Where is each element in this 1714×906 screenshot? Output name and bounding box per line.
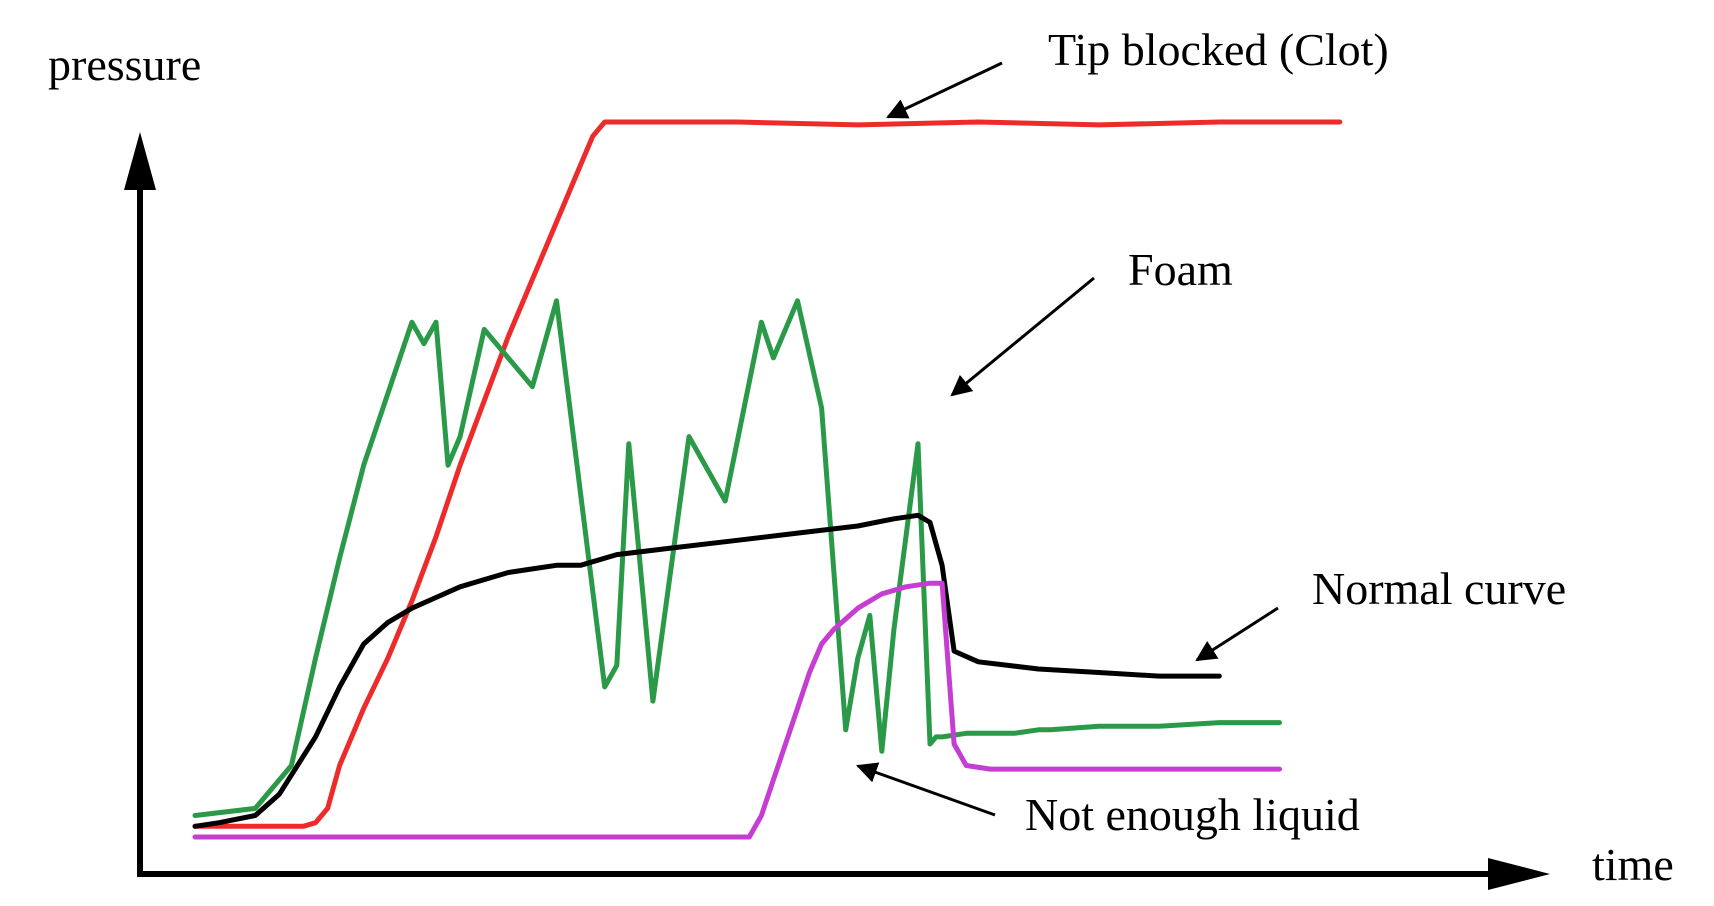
annotation-label: Not enough liquid — [1025, 789, 1360, 840]
series-line-tip-blocked — [192, 119, 1343, 829]
annotation-arrow — [950, 276, 1095, 397]
annotation-tip-blocked: Tip blocked (Clot) — [886, 24, 1389, 119]
annotation-foam: Foam — [950, 244, 1233, 397]
series-line-not-enough-liquid — [192, 580, 1282, 840]
curves — [192, 119, 1343, 840]
y-axis-arrowhead — [124, 132, 156, 190]
series-line-foam — [192, 298, 1282, 818]
series-line-normal-curve — [192, 512, 1222, 829]
annotation-normal-curve: Normal curve — [1195, 563, 1566, 662]
axes — [124, 132, 1550, 890]
annotation-arrow — [886, 61, 1003, 119]
annotation-arrow — [1195, 606, 1279, 662]
annotation-not-enough-liquid: Not enough liquid — [856, 762, 1360, 840]
annotation-label: Foam — [1128, 244, 1233, 295]
x-axis-arrowhead — [1488, 858, 1550, 890]
y-axis-label: pressure — [48, 39, 201, 90]
annotation-label: Tip blocked (Clot) — [1048, 24, 1389, 75]
x-axis-label: time — [1592, 839, 1674, 890]
annotation-label: Normal curve — [1312, 563, 1566, 614]
annotation-arrow — [856, 762, 996, 817]
